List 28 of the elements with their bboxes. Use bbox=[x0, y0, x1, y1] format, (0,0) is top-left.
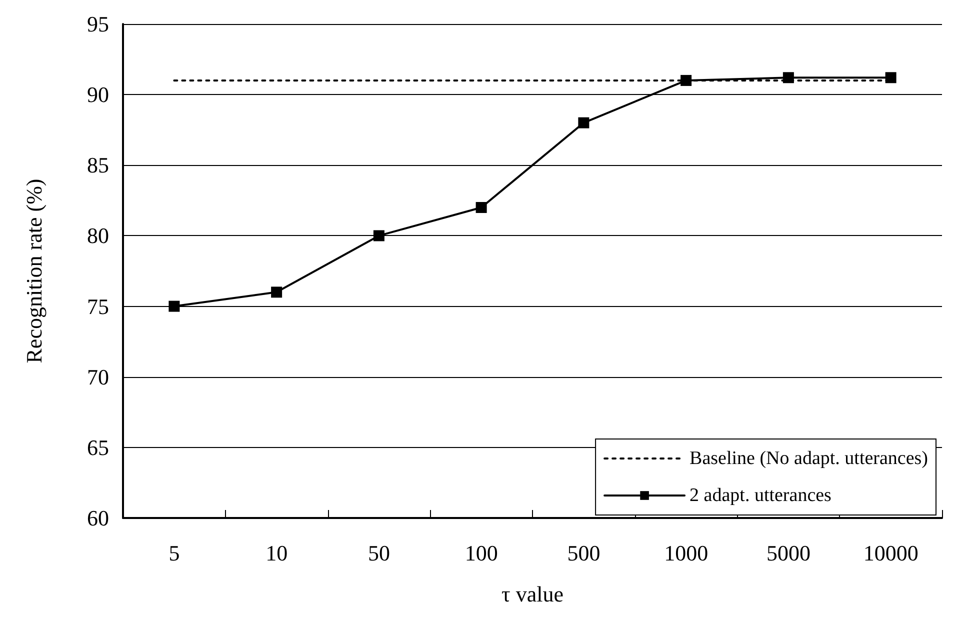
point bbox=[373, 230, 384, 242]
x-axis-title: τ value bbox=[502, 582, 564, 606]
y-tick-label: 80 bbox=[87, 223, 109, 248]
point bbox=[782, 72, 794, 84]
y-axis-title: Recognition rate (%) bbox=[22, 178, 46, 364]
y-tick-label: 75 bbox=[87, 294, 109, 319]
point bbox=[168, 300, 180, 312]
x-tick-label: 5000 bbox=[766, 540, 810, 566]
y-tick-label: 95 bbox=[87, 12, 109, 36]
point bbox=[885, 72, 896, 84]
x-tick-label: 50 bbox=[368, 540, 390, 566]
x-tick-label: 1000 bbox=[664, 540, 708, 566]
legend-label: 2 adapt. utterances bbox=[690, 485, 832, 506]
point bbox=[476, 202, 487, 213]
point bbox=[271, 286, 282, 298]
x-tick-label: 10 bbox=[266, 540, 288, 566]
y-tick-label: 65 bbox=[87, 434, 109, 460]
point bbox=[680, 74, 692, 86]
x-tick-label: 100 bbox=[464, 540, 498, 566]
x-tick-label: 5 bbox=[168, 540, 180, 566]
point bbox=[578, 117, 590, 128]
x-tick-label: 10000 bbox=[863, 540, 918, 566]
y-tick-label: 90 bbox=[87, 82, 109, 108]
x-tick-label: 500 bbox=[567, 540, 600, 566]
legend-label: Baseline (No adapt. utterances) bbox=[690, 448, 928, 469]
y-tick-label: 60 bbox=[87, 506, 109, 530]
y-tick-label: 70 bbox=[87, 364, 109, 390]
y-tick-label: 85 bbox=[87, 152, 109, 178]
